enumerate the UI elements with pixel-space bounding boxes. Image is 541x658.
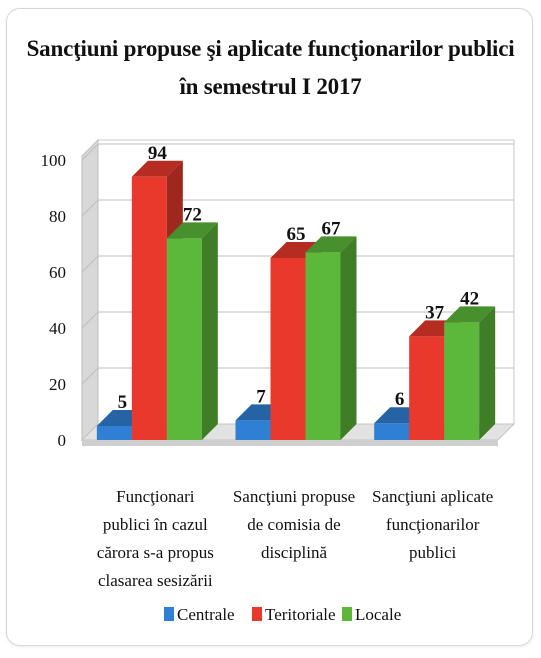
gridline-side bbox=[81, 367, 99, 385]
bar-locale bbox=[166, 238, 202, 440]
category-label: Sancţiuni propuse bbox=[233, 487, 355, 506]
gridline-side bbox=[81, 255, 99, 273]
category-label: Funcţionari bbox=[116, 487, 195, 506]
value-label: 6 bbox=[395, 389, 405, 410]
legend: Centrale Teritoriale Locale bbox=[164, 605, 401, 624]
category-label: Sancţiuni aplicate bbox=[372, 487, 493, 506]
category-label: publici bbox=[409, 543, 456, 562]
bar-teritoriale bbox=[131, 176, 167, 441]
category-label: disciplină bbox=[261, 543, 328, 562]
y-tick-label: 0 bbox=[58, 431, 67, 450]
value-label: 67 bbox=[322, 218, 342, 239]
category-label: clasarea sesizării bbox=[98, 571, 213, 590]
value-label: 7 bbox=[256, 386, 266, 407]
category-label: publici în cazul bbox=[103, 515, 208, 534]
bar-top-locale bbox=[166, 222, 218, 239]
chart-title: Sancţiuni propuse şi aplicate funcţionar… bbox=[26, 36, 515, 61]
bar-teritoriale bbox=[409, 336, 445, 440]
value-label: 65 bbox=[287, 224, 306, 245]
legend-label-teritoriale: Teritoriale bbox=[265, 605, 336, 624]
y-tick-label: 100 bbox=[41, 151, 67, 170]
gridline-side bbox=[81, 311, 99, 329]
bar-top-locale bbox=[444, 306, 496, 323]
bar-teritoriale bbox=[270, 258, 306, 440]
chart-subtitle: în semestrul I 2017 bbox=[179, 74, 362, 99]
bar-side-locale bbox=[479, 306, 496, 440]
bars bbox=[96, 160, 496, 441]
category-labels: Funcţionari publici în cazul cărora s-a pr… bbox=[97, 487, 494, 590]
y-tick-label: 20 bbox=[49, 375, 66, 394]
y-axis-ticks: 0 20 40 60 80 100 bbox=[41, 151, 67, 450]
y-tick-label: 60 bbox=[49, 263, 66, 282]
value-label: 94 bbox=[148, 143, 168, 164]
value-label: 5 bbox=[118, 392, 128, 413]
category-label: cărora s-a propus bbox=[97, 543, 214, 562]
bar-centrale bbox=[374, 423, 410, 440]
gridline-side bbox=[81, 199, 99, 217]
category-label: funcţionarilor bbox=[386, 515, 480, 534]
y-tick-label: 80 bbox=[49, 207, 66, 226]
category-label: de comisia de bbox=[247, 515, 340, 534]
y-tick-label: 40 bbox=[49, 319, 66, 338]
bar-centrale bbox=[235, 420, 271, 440]
legend-swatch-centrale bbox=[164, 607, 174, 621]
value-label: 42 bbox=[460, 288, 479, 309]
legend-swatch-locale bbox=[342, 607, 352, 621]
legend-label-centrale: Centrale bbox=[177, 605, 235, 624]
value-label: 72 bbox=[183, 204, 202, 225]
bar-centrale bbox=[96, 426, 132, 440]
legend-label-locale: Locale bbox=[355, 605, 401, 624]
floor-front bbox=[82, 440, 498, 446]
bar-side-locale bbox=[340, 236, 357, 440]
value-label: 37 bbox=[425, 302, 445, 323]
bar-locale bbox=[305, 252, 341, 440]
gridline-side bbox=[81, 143, 99, 161]
bar-top-locale bbox=[305, 236, 357, 253]
side-wall bbox=[81, 138, 99, 442]
value-labels: 5 94 72 7 65 67 6 37 42 bbox=[118, 143, 480, 413]
bar-top-teritoriale bbox=[131, 160, 183, 177]
legend-swatch-teritoriale bbox=[252, 607, 262, 621]
bar-locale bbox=[444, 322, 480, 440]
bar-side-locale bbox=[201, 222, 218, 440]
